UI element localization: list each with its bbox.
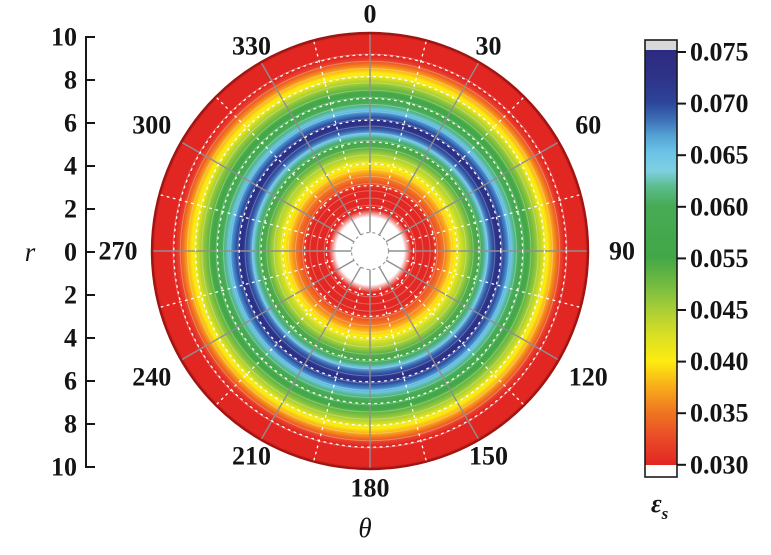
theta-axis-title: θ — [358, 513, 371, 543]
polar-grid-spoke — [378, 266, 480, 441]
polar-grid-inner-circle — [350, 231, 390, 271]
polar-grid-spoke — [180, 259, 355, 361]
r-tick-label: 4 — [64, 324, 77, 353]
polar-grid-circle — [282, 163, 458, 339]
polar-grid-circle — [325, 206, 415, 296]
theta-tick-label: 300 — [132, 111, 171, 140]
colorbar-title-symbol: ε — [651, 489, 662, 518]
r-tick-label: 4 — [64, 152, 77, 181]
r-tick-label: 6 — [64, 109, 77, 138]
r-axis-title: r — [25, 237, 36, 267]
theta-tick-label: 240 — [132, 363, 171, 392]
polar-grid-circle — [216, 97, 524, 405]
r-tick-label: 2 — [64, 281, 77, 310]
polar-grid-spoke — [260, 61, 362, 236]
polar-grid-dotted-radial — [406, 260, 582, 309]
polar-grid-spoke — [180, 141, 355, 243]
polar-grid-circle — [194, 75, 546, 427]
colorbar-tick-label: 0.060 — [690, 192, 749, 221]
polar-grid-dotted-radial — [406, 193, 582, 242]
colorbar-tick-label: 0.070 — [690, 89, 749, 118]
colorbar-title-subscript: s — [661, 504, 669, 523]
colorbar-tick-label: 0.035 — [690, 399, 749, 428]
polar-grid-dotted-radial — [215, 96, 344, 225]
polar-grid-spoke — [260, 266, 362, 441]
colorbar-title: εs — [651, 489, 669, 523]
theta-tick-label: 150 — [469, 442, 508, 471]
colorbar-tick-label: 0.065 — [690, 141, 749, 170]
polar-grid-circle — [173, 54, 567, 448]
polar-grid-dotted-radial — [312, 287, 361, 463]
polar-grid-circle — [260, 141, 480, 361]
polar-grid-dotted-radial — [396, 96, 525, 225]
polar-grid-dotted-radial — [379, 39, 428, 215]
polar-grid-dotted-radial — [396, 277, 525, 406]
polar-grid-spoke — [378, 61, 480, 236]
polar-grid-dotted-radial — [379, 287, 428, 463]
contour-fill-disc — [152, 33, 588, 469]
r-tick-label: 10 — [51, 453, 77, 482]
r-tick-label: 10 — [51, 23, 77, 52]
polar-grid-dotted-radial — [158, 193, 334, 242]
r-tick-label: 0 — [64, 238, 77, 267]
r-axis: 10 8 6 4 2 0 2 4 6 8 10 — [51, 23, 95, 482]
r-tick-label: 2 — [64, 195, 77, 224]
polar-boundary — [150, 31, 590, 471]
theta-tick-labels: 0 30 60 90 120 150 180 210 240 270 300 330 — [99, 0, 636, 503]
polar-grid-spoke — [385, 141, 560, 243]
polar-grid-dotted-radial — [158, 260, 334, 309]
r-tick-label: 8 — [64, 66, 77, 95]
colorbar-tick-label: 0.045 — [690, 296, 749, 325]
r-tick-label: 8 — [64, 410, 77, 439]
theta-tick-label: 180 — [351, 474, 390, 503]
colorbar-gradient-bar — [644, 39, 678, 478]
theta-tick-label: 270 — [99, 237, 138, 266]
theta-tick-label: 0 — [364, 0, 377, 29]
polar-grid-dotted-radial — [215, 277, 344, 406]
polar-plot-area — [150, 31, 590, 471]
theta-tick-label: 90 — [609, 237, 635, 266]
polar-grid-circle — [238, 119, 502, 383]
theta-tick-label: 60 — [575, 111, 601, 140]
theta-tick-label: 120 — [569, 363, 608, 392]
r-tick-label: 6 — [64, 367, 77, 396]
theta-tick-label: 210 — [232, 442, 271, 471]
colorbar: 0.075 0.070 0.065 0.060 0.055 0.045 0.040 0.035… — [644, 38, 749, 479]
theta-tick-label: 330 — [232, 31, 271, 60]
colorbar-tick-label: 0.075 — [690, 38, 749, 67]
polar-grid-circle — [303, 184, 437, 318]
colorbar-tick-label: 0.030 — [690, 450, 749, 479]
colorbar-tick-label: 0.040 — [690, 347, 749, 376]
colorbar-tick-label: 0.055 — [690, 244, 749, 273]
polar-grid-dotted-radial — [312, 39, 361, 215]
polar-grid-spoke — [385, 259, 560, 361]
theta-tick-label: 30 — [476, 31, 502, 60]
